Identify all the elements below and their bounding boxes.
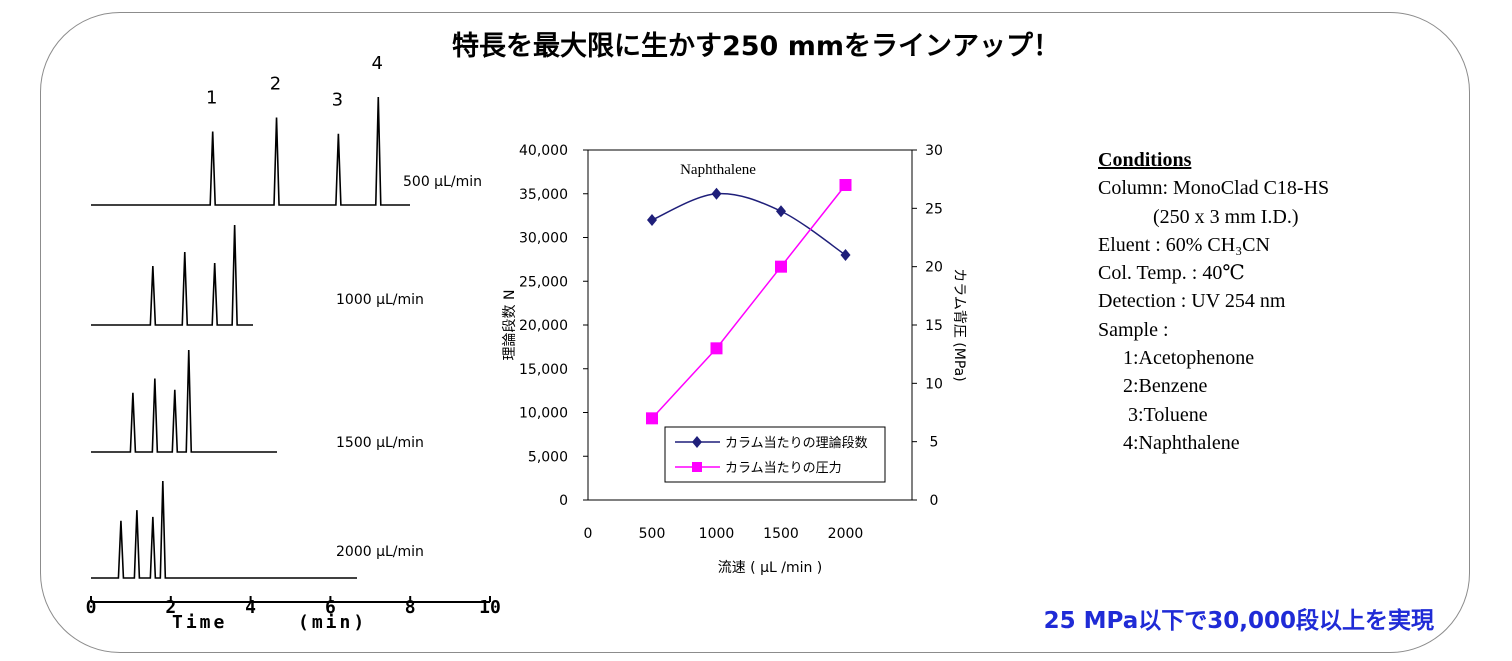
pressure-point xyxy=(710,342,723,355)
pressure-point xyxy=(839,179,852,191)
time-tick-label: 8 xyxy=(405,597,416,618)
time-tick-label: 10 xyxy=(479,597,501,618)
peak-number-label: 3 xyxy=(332,90,343,111)
y2-tick-label: 5 xyxy=(930,435,939,451)
peak-number-label: 2 xyxy=(270,74,281,95)
flow-rate-label: 500 µL/min xyxy=(403,174,482,190)
condition-line: 2:Benzene xyxy=(1098,375,1208,398)
y2-axis-title: カラム背圧 (MPa) xyxy=(951,268,967,381)
efficiency-pressure-chart: 0 5,000 10,000 15,000 20,000 25,000 30,000 35,0… xyxy=(502,143,967,576)
chromatogram-trace xyxy=(91,224,253,326)
time-axis-word: Time xyxy=(172,612,227,633)
x-tick-label: 2000 xyxy=(828,526,864,542)
condition-line: Sample : xyxy=(1098,318,1169,341)
y2-tick-label: 20 xyxy=(925,260,943,276)
pressure-series-line xyxy=(651,184,847,419)
y-tick-label: 10,000 xyxy=(519,406,568,422)
y-tick-label: 40,000 xyxy=(519,143,568,159)
legend-marker-pressure xyxy=(692,462,702,472)
condition-line: Detection : UV 254 nm xyxy=(1098,290,1286,313)
x-axis-title: 流速 ( µL /min ) xyxy=(718,560,823,576)
efficiency-point xyxy=(840,249,851,261)
condition-line: 4:Naphthalene xyxy=(1098,431,1240,454)
legend-label-pressure: カラム当たりの圧力 xyxy=(725,461,842,476)
chromatogram-trace xyxy=(91,96,410,206)
peak-number-label: 4 xyxy=(372,53,383,74)
y-tick-label: 15,000 xyxy=(519,362,568,378)
y-tick-label: 25,000 xyxy=(519,274,568,290)
rounded-frame xyxy=(40,12,1470,653)
legend-marker-efficiency xyxy=(692,436,702,448)
slide-title: 特長を最大限に生かす250 mmをラインアップ！ xyxy=(451,31,1061,62)
y-tick-label: 0 xyxy=(559,493,568,509)
chromatogram-trace xyxy=(91,480,357,579)
x-tick-label: 0 xyxy=(584,526,593,542)
conditions-heading: Conditions xyxy=(1098,149,1192,171)
y2-tick-label: 25 xyxy=(925,201,943,217)
y2-tick-label: 10 xyxy=(925,376,943,392)
time-tick-label: 2 xyxy=(165,597,176,618)
efficiency-point xyxy=(711,187,722,200)
efficiency-series-line xyxy=(651,192,846,256)
legend-box xyxy=(664,426,886,483)
y-tick-label: 30,000 xyxy=(519,231,568,247)
y-tick-label: 5,000 xyxy=(528,449,568,465)
y2-tick-label: 15 xyxy=(925,318,943,334)
y2-tick-label: 0 xyxy=(930,493,939,509)
peak-number-label: 1 xyxy=(206,88,217,109)
chromatogram-trace xyxy=(91,349,277,453)
time-tick-label: 6 xyxy=(325,597,336,618)
chromatogram-panel: 500 µL/min 1000 µL/min 1500 µL/min 2000 µL/… xyxy=(86,53,501,633)
condition-line: 1:Acetophenone xyxy=(1098,347,1255,370)
time-axis-unit: (min) xyxy=(298,612,367,633)
y-tick-label: 20,000 xyxy=(519,318,568,334)
conditions-box: Conditions Column: MonoClad C18-HS (250 x… xyxy=(1098,146,1329,457)
condition-line: (250 x 3 mm I.D.) xyxy=(1098,205,1299,228)
time-tick-label: 0 xyxy=(86,597,97,618)
condition-line: 3:Toluene xyxy=(1098,403,1208,426)
x-tick-label: 1000 xyxy=(699,526,735,542)
flow-rate-label: 1500 µL/min xyxy=(336,435,424,451)
pressure-point xyxy=(775,260,787,273)
y2-tick-label: 30 xyxy=(925,143,943,159)
condition-line: Eluent : 60% CH₃CN xyxy=(1098,233,1270,256)
footer-highlight: 25 MPa以下で30,000段以上を実現 xyxy=(1043,608,1434,634)
x-tick-label: 500 xyxy=(639,526,666,542)
flow-rate-label: 1000 µL/min xyxy=(336,292,424,308)
condition-line: Column: MonoClad C18-HS xyxy=(1098,177,1330,200)
condition-line: Col. Temp. : 40℃ xyxy=(1098,262,1245,285)
efficiency-point xyxy=(647,214,657,226)
chart-title: Naphthalene xyxy=(680,162,756,178)
y-axis-title: 理論段数 N xyxy=(502,290,518,361)
flow-rate-label: 2000 µL/min xyxy=(336,544,424,560)
efficiency-point xyxy=(776,205,786,218)
x-tick-label: 1500 xyxy=(763,526,799,542)
y-tick-label: 35,000 xyxy=(519,187,568,203)
legend-label-efficiency: カラム当たりの理論段数 xyxy=(725,435,868,451)
pressure-point xyxy=(646,412,658,425)
time-tick-label: 4 xyxy=(245,597,256,618)
